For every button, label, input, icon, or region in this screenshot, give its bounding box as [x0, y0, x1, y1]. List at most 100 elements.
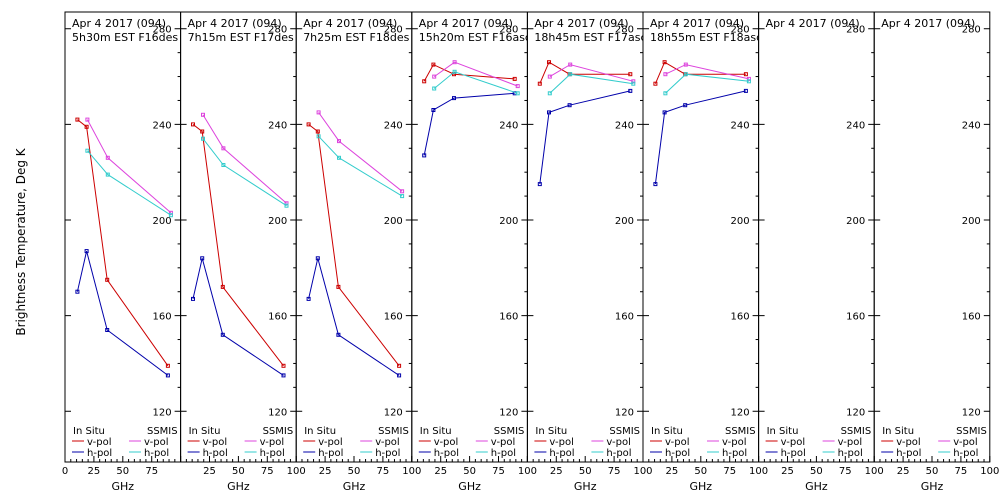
- data-point: [337, 155, 341, 160]
- panel-frame: [64, 11, 182, 463]
- legend-label: h-pol: [260, 448, 285, 459]
- panel-title-line1: Apr 4 2017 (094): [188, 17, 282, 30]
- series-line-ssmis-v-pol: [549, 64, 634, 82]
- x-tick-label: 100: [865, 466, 884, 477]
- data-point: [422, 79, 427, 84]
- data-point: [84, 124, 89, 129]
- data-point: [281, 363, 286, 368]
- data-point: [105, 172, 110, 177]
- y-tick-label: 200: [846, 216, 865, 227]
- panel-4: Apr 4 2017 (094)15h20m EST F16asc 120 160 2…: [411, 11, 537, 493]
- series-line-in-situ-v-pol: [539, 61, 631, 84]
- legend-label: h-pol: [838, 448, 863, 459]
- legend-label: v-pol: [144, 437, 169, 448]
- legend-ssmis-header: SSMIS: [609, 426, 640, 437]
- legend-label: h-pol: [781, 448, 806, 459]
- series-line-in-situ-v-pol: [308, 124, 400, 367]
- data-point: [397, 373, 402, 378]
- legend-ssmis-header: SSMIS: [725, 426, 756, 437]
- series-line-in-situ-h-pol: [76, 250, 169, 376]
- x-axis-label: GHz: [343, 480, 366, 493]
- data-point: [281, 373, 286, 378]
- panel-frame: [873, 11, 991, 463]
- legend-label: v-pol: [87, 437, 112, 448]
- series-line-in-situ-v-pol: [192, 124, 284, 367]
- series-line-ssmis-v-pol: [318, 112, 403, 192]
- data-point: [653, 182, 658, 187]
- y-tick-label: 280: [615, 25, 634, 36]
- x-tick-label: 75: [723, 466, 736, 477]
- x-tick-label: 75: [377, 466, 390, 477]
- panel-frame: [642, 11, 760, 463]
- x-tick-label: 75: [261, 466, 274, 477]
- legend-label: v-pol: [722, 437, 747, 448]
- data-point: [628, 72, 633, 77]
- y-tick-label: 120: [731, 407, 750, 418]
- data-point: [400, 189, 405, 194]
- data-point: [200, 256, 205, 261]
- data-point: [653, 81, 658, 86]
- legend-insitu-header: In Situ: [420, 426, 452, 437]
- series-line-in-situ-h-pol: [308, 258, 400, 376]
- legend-label: v-pol: [260, 437, 285, 448]
- legend-label: v-pol: [375, 437, 400, 448]
- series-line-ssmis-v-pol: [665, 64, 750, 80]
- x-tick-label: 100: [633, 466, 652, 477]
- data-point: [515, 91, 520, 96]
- y-tick-label: 240: [384, 120, 403, 131]
- data-point: [336, 284, 341, 289]
- data-point: [743, 72, 748, 77]
- data-point: [452, 69, 457, 74]
- legend-ssmis-header: SSMIS: [956, 426, 987, 437]
- series-line-in-situ-h-pol: [423, 92, 515, 156]
- data-point: [683, 103, 688, 108]
- data-point: [452, 60, 457, 65]
- data-point: [165, 363, 170, 368]
- data-point: [337, 139, 341, 144]
- data-point: [631, 79, 636, 84]
- x-tick-label: 50: [926, 466, 939, 477]
- y-tick-label: 200: [384, 216, 403, 227]
- x-axis-label: GHz: [227, 480, 250, 493]
- legend-label: v-pol: [318, 437, 343, 448]
- data-point: [662, 60, 667, 65]
- legend-label: h-pol: [549, 448, 574, 459]
- y-tick-label: 200: [615, 216, 634, 227]
- x-tick-label: 100: [287, 466, 306, 477]
- data-point: [746, 79, 751, 84]
- y-tick-label: 160: [384, 312, 403, 323]
- series-line-in-situ-h-pol: [192, 258, 284, 376]
- data-point: [284, 203, 289, 208]
- panel-frame: [180, 11, 297, 463]
- data-point: [221, 163, 226, 167]
- data-point: [567, 103, 572, 108]
- legend-label: v-pol: [549, 437, 574, 448]
- series-line-ssmis-v-pol: [202, 114, 287, 204]
- panel-title-line1: Apr 4 2017 (094): [303, 17, 397, 30]
- data-point: [422, 153, 427, 158]
- panel-title-line1: Apr 4 2017 (094): [881, 17, 975, 30]
- panel-title-line2: 15h20m EST F16asc: [419, 31, 531, 44]
- panel-frame: [411, 11, 528, 463]
- legend-ssmis-header: SSMIS: [147, 426, 178, 437]
- y-tick-label: 240: [846, 120, 865, 131]
- series-line-ssmis-h-pol: [202, 138, 287, 207]
- y-tick-label: 280: [384, 25, 403, 36]
- data-point: [431, 108, 436, 112]
- legend-label: v-pol: [203, 437, 228, 448]
- data-point: [746, 76, 751, 81]
- x-tick-label: 25: [319, 466, 332, 477]
- y-axis-label: Brightness Temperature, Deg K: [14, 147, 28, 335]
- data-point: [547, 110, 551, 115]
- x-axis-label: GHz: [805, 480, 828, 493]
- x-tick-label: 50: [463, 466, 476, 477]
- data-point: [547, 74, 552, 79]
- legend-ssmis-header: SSMIS: [263, 426, 294, 437]
- legend-label: v-pol: [953, 437, 978, 448]
- series-line-in-situ-h-pol: [539, 90, 631, 185]
- data-point: [683, 62, 688, 67]
- y-tick-label: 200: [731, 216, 750, 227]
- legend-insitu-header: In Situ: [651, 426, 683, 437]
